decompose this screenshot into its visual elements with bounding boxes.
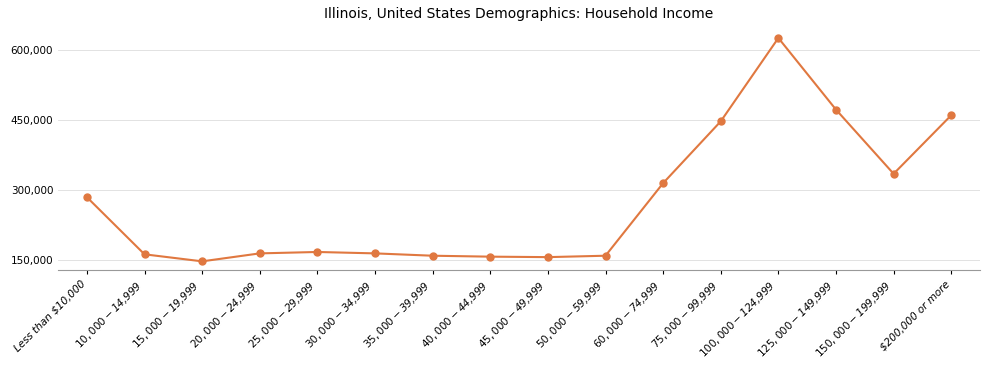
Title: Illinois, United States Demographics: Household Income: Illinois, United States Demographics: Ho… — [324, 7, 713, 21]
